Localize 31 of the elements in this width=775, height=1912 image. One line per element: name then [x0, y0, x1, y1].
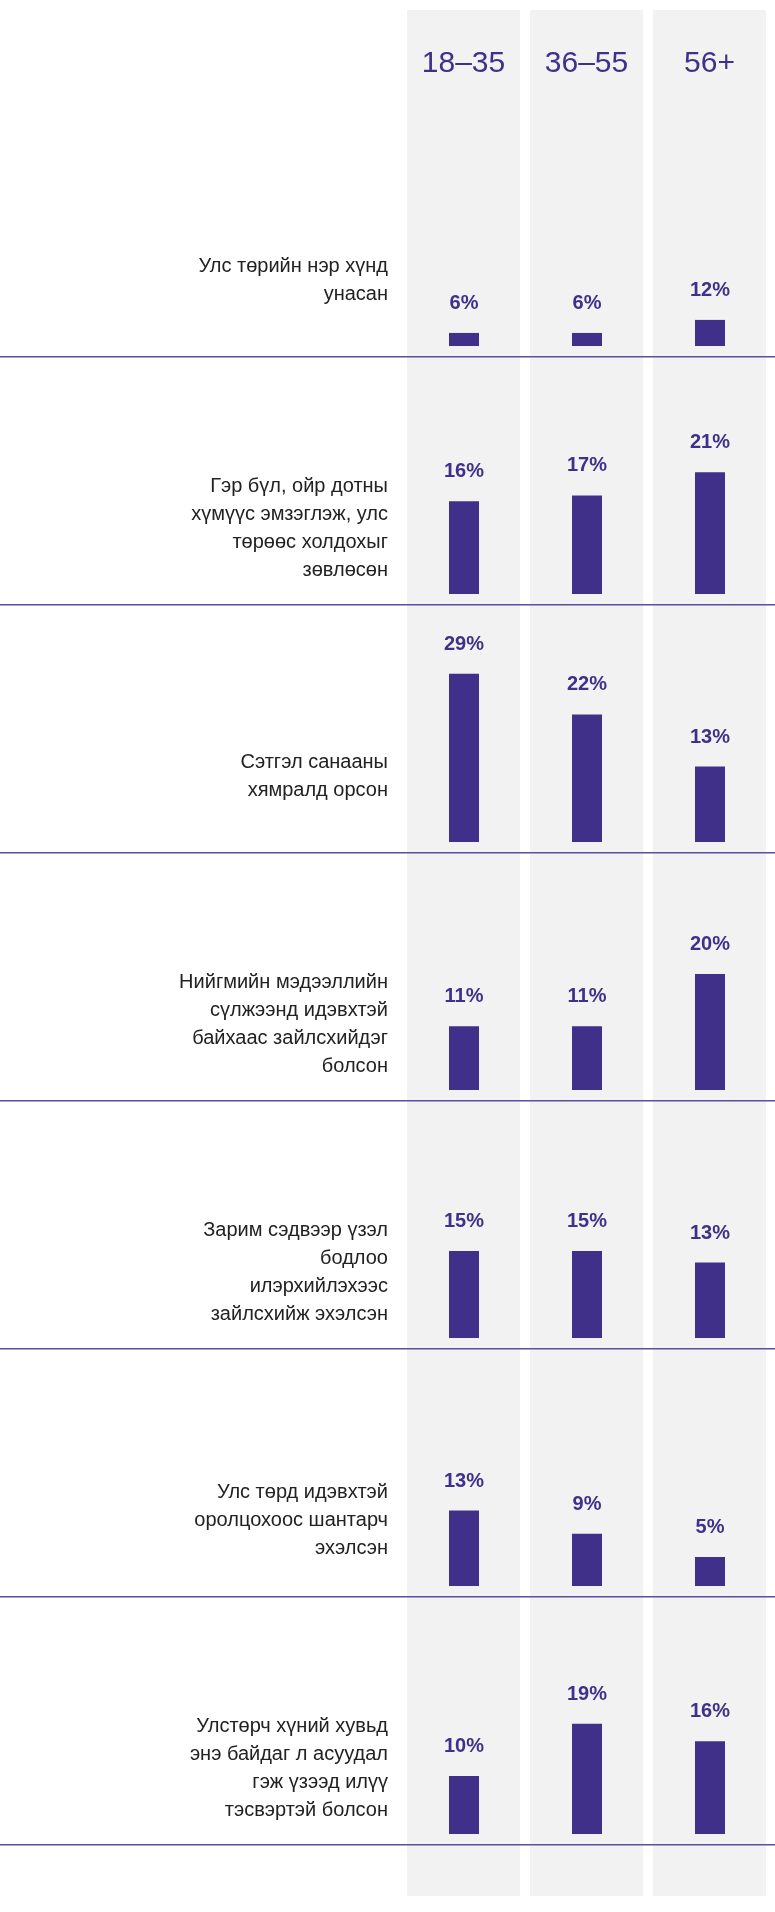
data-label: 16% [689, 1699, 731, 1722]
data-label: 17% [566, 453, 608, 476]
text: Улстөрч хүний хувьд энэ байдаг л асуудал гэж үзээд илүү тэсвэртэй болсон [188, 1712, 388, 1822]
data-label: 6% [572, 290, 602, 313]
data-label: 21% [689, 430, 731, 453]
data-label: 12% [689, 277, 731, 300]
data-label: 15% [566, 1209, 608, 1231]
text: Нийгмийн мэдээллийн сүлжээнд идэвхтэй байхаас зайлсхийдэг болсон [178, 968, 388, 1078]
data-label: 11% [567, 984, 607, 1007]
data-label: 13% [443, 1468, 485, 1491]
text: Сэтгэл санааны хямралд орсон [239, 748, 388, 802]
data-label: 13% [689, 1220, 731, 1243]
x-tick-label: 36–55 [544, 45, 629, 78]
chart-title: Зарим сэдвээр үзэл бодлоо илэрхийлэхээс зайлсхийж эхэлсэн [202, 1216, 388, 1326]
data-label: 6% [449, 290, 479, 313]
data-label: 10% [443, 1734, 485, 1756]
data-label: 11% [444, 984, 484, 1007]
chart-title: Улс төрд идэвхтэй оролцохоос шантарч эхэлсэн [193, 1478, 388, 1560]
data-label: 15% [443, 1209, 485, 1231]
data-label: 9% [572, 1491, 602, 1514]
data-label: 19% [566, 1681, 608, 1704]
x-tick-label: 56+ [684, 45, 735, 78]
data-label: 13% [689, 724, 731, 747]
data-label: 5% [695, 1515, 725, 1537]
data-label: 29% [443, 631, 485, 654]
data-label: 20% [689, 932, 731, 954]
x-tick-label: 18–35 [421, 45, 506, 78]
data-label: 22% [566, 672, 608, 695]
data-label: 16% [443, 459, 485, 482]
text: Гэр бүл, ойр дотны хүмүүс эмзэглэж, улс төрөөс холдохыг зөвлөсөн [190, 472, 388, 582]
chart-title: Улс төрийн нэр хүнд унасан [197, 252, 388, 306]
